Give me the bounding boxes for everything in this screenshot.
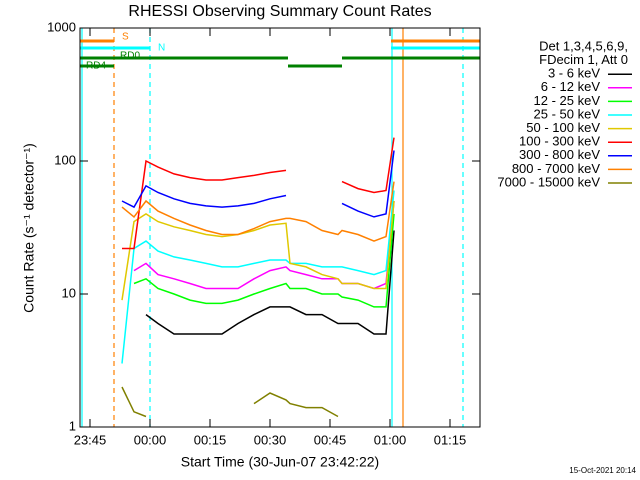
- series-line: [122, 137, 395, 250]
- footnote: 15-Oct-2021 20:14: [569, 466, 636, 475]
- x-tick-label: 01:00: [374, 432, 407, 447]
- series-line: [145, 230, 395, 335]
- y-tick-label: 10: [62, 285, 76, 300]
- legend-label: 7000 - 15000 keV: [497, 174, 600, 189]
- legend-label: 50 - 100 keV: [526, 120, 600, 135]
- flag-label: RD0: [120, 51, 140, 62]
- y-tick-label: 1: [69, 418, 76, 433]
- legend-header: FDecim 1, Att 0: [539, 52, 628, 67]
- x-tick-label: 00:15: [194, 432, 227, 447]
- legend-label: 12 - 25 keV: [534, 93, 601, 108]
- series-line: [121, 150, 395, 218]
- y-tick-label: 1000: [47, 19, 76, 34]
- x-tick-label: 23:45: [74, 432, 107, 447]
- x-tick-label: 00:45: [314, 432, 347, 447]
- chart-title: RHESSI Observing Summary Count Rates: [128, 3, 431, 20]
- series-line: [121, 200, 395, 301]
- flag-label: N: [158, 43, 165, 54]
- legend-label: 800 - 7000 keV: [512, 161, 601, 176]
- x-tick-label: 00:30: [254, 432, 287, 447]
- y-axis-label: Count Rate (s⁻¹ detector⁻¹): [21, 143, 37, 313]
- legend-label: 25 - 50 keV: [534, 106, 601, 121]
- legend-label: 3 - 6 keV: [548, 66, 600, 81]
- x-tick-label: 00:00: [134, 432, 167, 447]
- series-line: [121, 190, 395, 364]
- legend-label: 100 - 300 keV: [519, 134, 600, 149]
- series-line: [121, 181, 395, 242]
- plot-frame: [79, 27, 481, 428]
- flag-label: RD4: [86, 61, 106, 72]
- legend-header: Det 1,3,4,5,6,9,: [539, 38, 628, 53]
- series-line: [121, 386, 339, 418]
- legend-label: 300 - 800 keV: [519, 147, 600, 162]
- plot-area: [80, 28, 480, 427]
- flag-label: S: [122, 32, 129, 43]
- series-line: [133, 213, 395, 308]
- x-axis-label: Start Time (30-Jun-07 23:42:22): [181, 454, 379, 470]
- legend-label: 6 - 12 keV: [541, 79, 601, 94]
- y-tick-label: 100: [54, 152, 76, 167]
- x-tick-label: 01:15: [434, 432, 467, 447]
